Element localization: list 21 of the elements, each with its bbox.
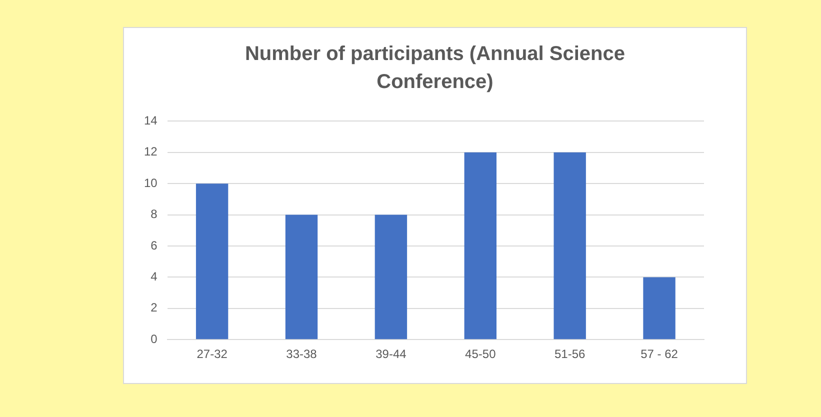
bar <box>554 152 586 340</box>
y-tick-label: 8 <box>150 207 158 222</box>
bar <box>643 277 676 340</box>
x-tick-label: 33-38 <box>286 347 318 362</box>
x-tick-label: 57 - 62 <box>640 347 678 362</box>
y-tick-label: 10 <box>144 176 158 190</box>
y-tick-label: 2 <box>150 300 158 315</box>
x-tick-label: 45-50 <box>465 347 496 362</box>
bar <box>464 152 496 340</box>
chart-title: Number of participants (Annual Science Conference) <box>244 42 626 95</box>
y-tick-label: 4 <box>150 270 158 284</box>
bar <box>196 184 228 340</box>
y-tick-label: 12 <box>144 144 158 159</box>
y-tick-label: 6 <box>150 238 158 252</box>
y-tick-label: 14 <box>144 114 158 128</box>
x-tick-label: 27-32 <box>196 347 228 362</box>
x-tick-label: 39-44 <box>376 347 407 362</box>
x-tick-label: 51-56 <box>554 347 586 362</box>
bar <box>374 214 408 340</box>
bar <box>285 214 318 340</box>
y-tick-label: 0 <box>150 332 158 346</box>
